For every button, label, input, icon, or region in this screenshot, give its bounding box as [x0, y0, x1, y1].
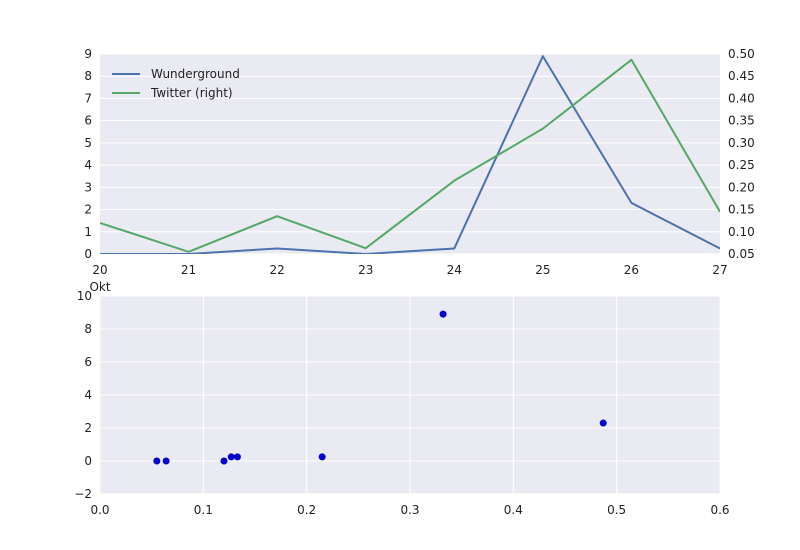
y-tick-label: 6 [84, 355, 92, 369]
y2-tick-label: 0.10 [728, 225, 755, 239]
y-tick-label: 2 [84, 203, 92, 217]
scatter-point [227, 453, 235, 461]
scatter-point [220, 457, 228, 465]
x-tick-label: 0.1 [194, 503, 213, 517]
x-tick-label: 22 [270, 263, 285, 277]
scatter-point [233, 453, 241, 461]
x-tick-label: 0.2 [297, 503, 316, 517]
y-tick-label: 3 [84, 180, 92, 194]
y-tick-label: 2 [84, 421, 92, 435]
x-tick-label: 20 [92, 263, 107, 277]
scatter-point [153, 457, 161, 465]
series-line-1 [100, 58, 720, 253]
scatter-point [439, 310, 447, 318]
legend-label-0: Wunderground [151, 67, 240, 81]
series-line-0 [100, 55, 720, 254]
x-tick-sublabel: Okt [89, 280, 110, 294]
y-tick-label: 9 [84, 47, 92, 61]
x-tick-label: 26 [624, 263, 639, 277]
bottom-scatter-chart: 0.0 0.1 0.2 0.3 0.4 0.5 0.6 −2 0 2 4 6 8 10 [74, 289, 729, 517]
scatter-point [599, 419, 607, 427]
x-tick-label: 21 [181, 263, 196, 277]
scatter-point [318, 453, 326, 461]
plot-background [100, 54, 720, 254]
x-tick-label: 23 [358, 263, 373, 277]
y2-tick-label: 0.40 [728, 91, 755, 105]
x-tick-label: 27 [712, 263, 727, 277]
y-tick-label: 5 [84, 136, 92, 150]
x-tick-label: 0.6 [710, 503, 729, 517]
top-line-chart: 01234567890.050.100.150.200.250.300.350.… [84, 47, 754, 294]
y-tick-label: 1 [84, 225, 92, 239]
y2-tick-label: 0.30 [728, 136, 755, 150]
y-tick-label: −2 [74, 487, 92, 501]
y-tick-label: 8 [84, 69, 92, 83]
x-tick-label: 0.0 [90, 503, 109, 517]
scatter-point [162, 457, 170, 465]
y2-tick-label: 0.20 [728, 180, 755, 194]
y2-tick-label: 0.15 [728, 203, 755, 217]
y-tick-label: 4 [84, 158, 92, 172]
y-tick-label: 0 [84, 454, 92, 468]
y-tick-label: 6 [84, 114, 92, 128]
y2-tick-label: 0.05 [728, 247, 755, 261]
y2-tick-label: 0.35 [728, 114, 755, 128]
y2-tick-label: 0.45 [728, 69, 755, 83]
y-tick-label: 4 [84, 388, 92, 402]
y2-tick-label: 0.25 [728, 158, 755, 172]
y2-tick-label: 0.50 [728, 47, 755, 61]
y-tick-label: 10 [77, 289, 92, 303]
y-tick-label: 7 [84, 91, 92, 105]
x-tick-label: 24 [447, 263, 462, 277]
legend-label-1: Twitter (right) [150, 86, 233, 100]
y-tick-label: 0 [84, 247, 92, 261]
x-tick-label: 0.5 [607, 503, 626, 517]
y-tick-label: 8 [84, 322, 92, 336]
x-tick-label: 0.3 [400, 503, 419, 517]
x-tick-label: 0.4 [504, 503, 523, 517]
x-tick-label: 25 [535, 263, 550, 277]
